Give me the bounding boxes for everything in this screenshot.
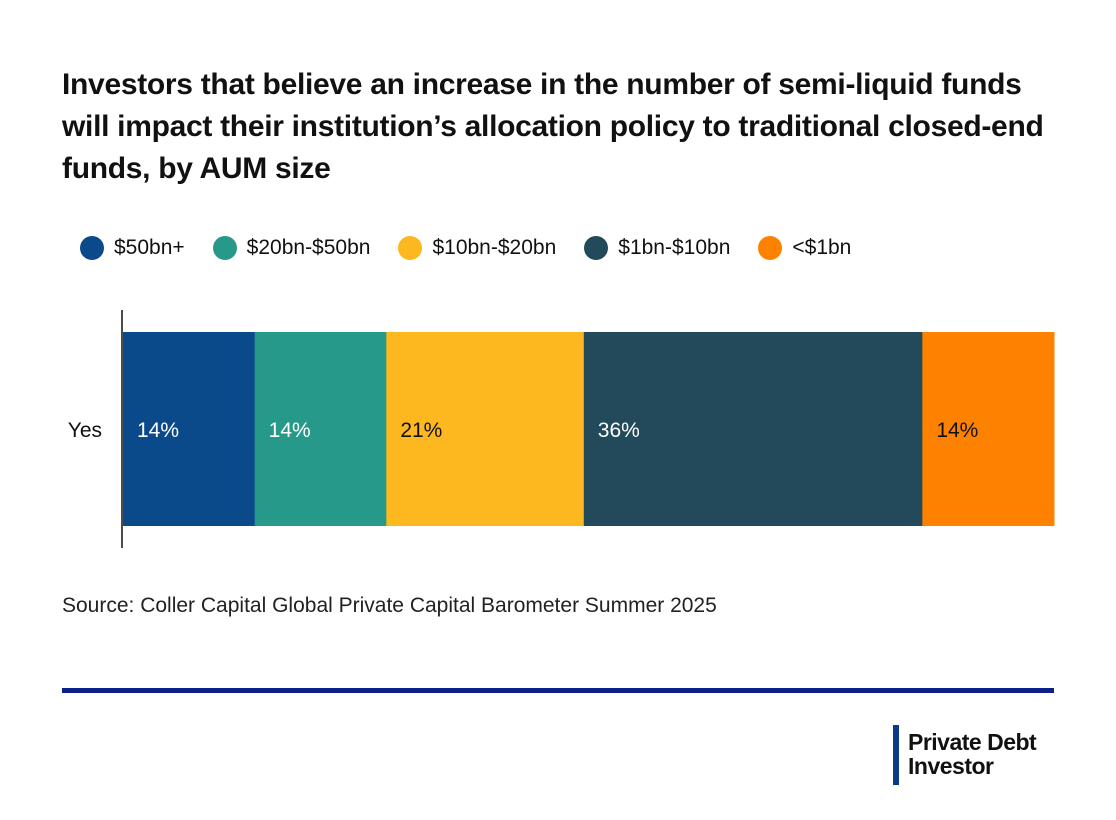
legend-swatch xyxy=(80,236,104,260)
legend-swatch xyxy=(758,236,783,260)
legend-label: $10bn-$20bn xyxy=(432,236,557,259)
legend-swatch xyxy=(584,236,609,260)
brand-logo-line1: Private Debt xyxy=(908,729,1037,755)
legend-swatch xyxy=(398,236,423,260)
legend-item: $20bn-$50bn xyxy=(212,236,371,260)
legend-label: $50bn+ xyxy=(114,236,185,259)
brand-logo-line2: Investor xyxy=(908,753,994,779)
legend-swatch xyxy=(212,236,237,260)
bar-segment xyxy=(386,332,585,526)
divider-rule xyxy=(62,688,1054,693)
data-label: 36% xyxy=(598,419,640,442)
legend-label: <$1bn xyxy=(792,236,852,259)
legend-item: $50bn+ xyxy=(80,236,185,260)
legend-item: $10bn-$20bn xyxy=(398,236,556,260)
bar-segment xyxy=(583,332,923,526)
legend-item: <$1bn xyxy=(758,236,851,260)
source-note: Source: Coller Capital Global Private Ca… xyxy=(62,594,717,617)
legend-item: $1bn-$10bn xyxy=(584,236,730,260)
data-label: 21% xyxy=(400,419,442,442)
data-label: 14% xyxy=(269,419,311,442)
chart-title: Investors that believe an increase in th… xyxy=(62,68,1044,185)
legend-label: $20bn-$50bn xyxy=(246,236,371,259)
bar-segment xyxy=(922,332,1055,526)
category-label: Yes xyxy=(68,419,102,442)
legend: $50bn+ $20bn-$50bn $10bn-$20bn $1bn-$10bn <$… xyxy=(80,236,879,260)
logo-accent-bar xyxy=(893,725,899,785)
legend-label: $1bn-$10bn xyxy=(618,236,731,259)
data-label: 14% xyxy=(137,419,179,442)
bar-segment xyxy=(123,332,256,526)
brand-logo: Private Debt Investor xyxy=(908,729,1037,779)
bar-segment xyxy=(254,332,387,526)
data-label: 14% xyxy=(936,419,978,442)
